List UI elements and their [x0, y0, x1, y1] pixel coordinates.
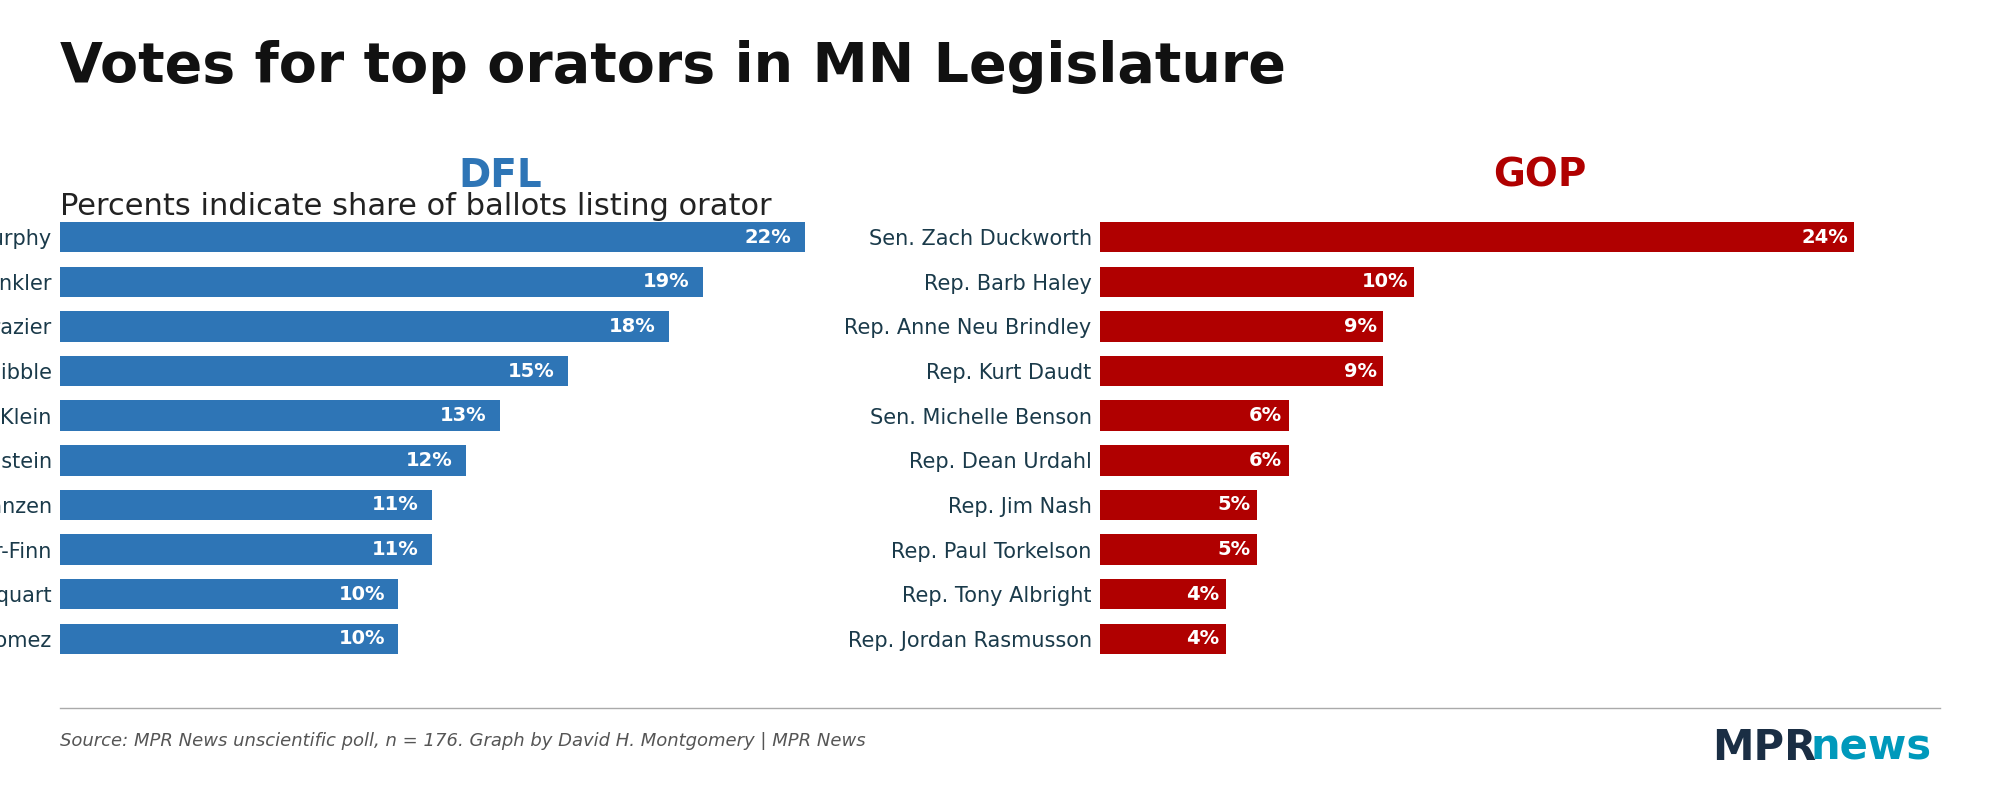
Text: 10%: 10% [1362, 272, 1408, 291]
Text: 22%: 22% [744, 227, 792, 246]
Bar [1100, 222, 1854, 252]
Bar [1100, 624, 1226, 654]
Text: GOP: GOP [1494, 157, 1586, 194]
Bar [1100, 266, 1414, 297]
Text: 6%: 6% [1250, 406, 1282, 425]
Bar [60, 579, 398, 610]
Bar [1100, 579, 1226, 610]
Text: Votes for top orators in MN Legislature: Votes for top orators in MN Legislature [60, 40, 1286, 94]
Text: news: news [1810, 727, 1932, 769]
Text: 5%: 5% [1218, 495, 1250, 514]
Bar [60, 356, 568, 386]
Bar [1100, 534, 1258, 565]
Bar [60, 222, 804, 252]
Text: 24%: 24% [1802, 227, 1848, 246]
Bar [1100, 445, 1288, 475]
Text: DFL: DFL [458, 157, 542, 194]
Bar [60, 445, 466, 475]
Text: 13%: 13% [440, 406, 486, 425]
Text: MPR: MPR [1712, 727, 1816, 769]
Text: 9%: 9% [1344, 362, 1376, 381]
Text: Percents indicate share of ballots listing orator: Percents indicate share of ballots listi… [60, 192, 772, 221]
Text: 4%: 4% [1186, 585, 1220, 604]
Text: 15%: 15% [508, 362, 554, 381]
Text: 10%: 10% [338, 585, 384, 604]
Text: 9%: 9% [1344, 317, 1376, 336]
Text: 12%: 12% [406, 451, 452, 470]
Text: 19%: 19% [642, 272, 690, 291]
Text: 11%: 11% [372, 495, 418, 514]
Text: 5%: 5% [1218, 540, 1250, 559]
Bar [1100, 356, 1382, 386]
Bar [1100, 490, 1258, 520]
Bar [60, 266, 704, 297]
Text: 6%: 6% [1250, 451, 1282, 470]
Bar [60, 624, 398, 654]
Text: Source: MPR News unscientific poll, n = 176. Graph by David H. Montgomery | MPR : Source: MPR News unscientific poll, n = … [60, 732, 866, 750]
Text: 4%: 4% [1186, 630, 1220, 649]
Bar [1100, 311, 1382, 342]
Bar [60, 401, 500, 431]
Bar [1100, 401, 1288, 431]
Bar [60, 311, 670, 342]
Text: 10%: 10% [338, 630, 384, 649]
Bar [60, 490, 432, 520]
Bar [60, 534, 432, 565]
Text: 18%: 18% [608, 317, 656, 336]
Text: 11%: 11% [372, 540, 418, 559]
